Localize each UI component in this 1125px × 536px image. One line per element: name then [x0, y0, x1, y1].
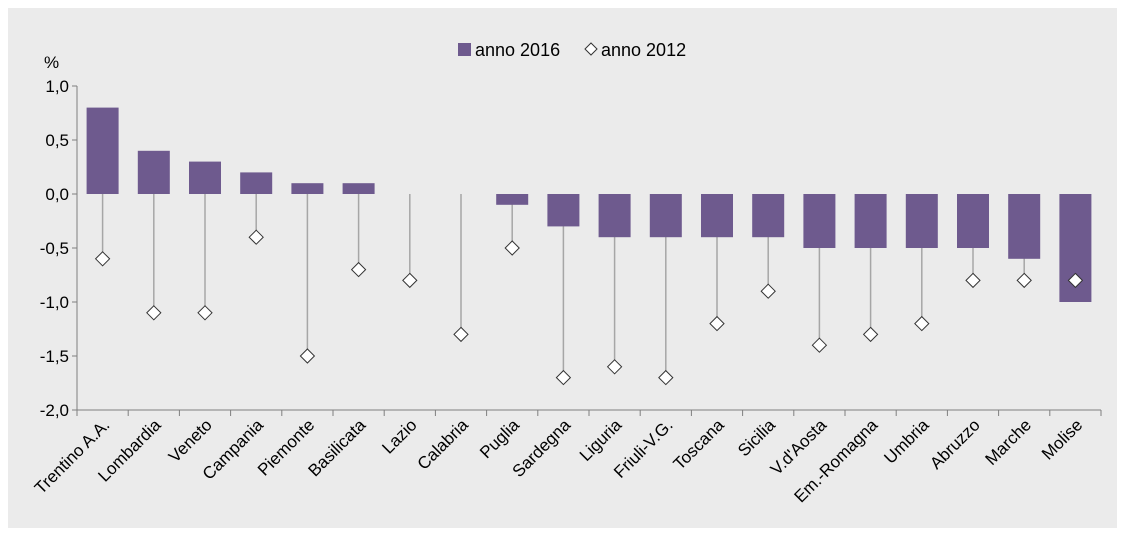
x-tick-label: Trentino A.A.: [31, 415, 113, 497]
y-tick-label: -1,5: [40, 347, 69, 366]
point-2012: [965, 272, 981, 289]
x-tick-label: Lazio: [378, 415, 420, 457]
point-2012: [555, 369, 572, 386]
y-unit-label: %: [44, 53, 59, 72]
y-tick-label: 1,0: [45, 77, 69, 96]
bars: [86, 107, 1092, 302]
bar-2016: [701, 194, 733, 238]
x-tick-label: Calabria: [414, 415, 473, 474]
y-tick-label: -2,0: [40, 401, 69, 420]
legend: anno 2016 anno 2012: [458, 40, 686, 60]
point-2012: [709, 315, 725, 332]
chart-panel: % anno 2016 anno 2012 1,0 0,5 0,0 -0,5 -1,0 -…: [8, 8, 1117, 528]
bar-2016: [547, 194, 580, 227]
legend-marker-2012: [584, 42, 598, 56]
point-2012: [1067, 272, 1084, 289]
bar-2016: [649, 194, 682, 238]
bar-2016: [496, 194, 529, 205]
point-2012: [1016, 272, 1032, 289]
x-tick-label: Basilicata: [305, 415, 370, 480]
chart: % anno 2016 anno 2012 1,0 0,5 0,0 -0,5 -1,0 -…: [31, 40, 1102, 506]
bar-2016: [854, 194, 887, 248]
bar-2016: [905, 194, 938, 248]
point-2012: [402, 272, 418, 289]
bar-2016: [86, 107, 119, 194]
point-2012: [350, 261, 367, 278]
x-tick-label: Sicilia: [734, 415, 779, 460]
point-2012: [248, 229, 264, 245]
point-2012: [811, 337, 828, 353]
axes: 1,0 0,5 0,0 -0,5 -1,0 -1,5 -2,0: [40, 77, 1102, 420]
point-2012: [862, 326, 879, 343]
bar-2016: [957, 194, 989, 248]
x-tick-label: Veneto: [165, 415, 216, 466]
x-tick-label: Puglia: [476, 415, 523, 462]
y-tick-label: -0,5: [40, 239, 69, 258]
x-tick-label: Liguria: [576, 415, 626, 465]
bar-2016: [189, 161, 221, 194]
point-2012: [760, 283, 776, 299]
x-tick-label: Marche: [982, 415, 1036, 469]
legend-label-2012: anno 2012: [601, 40, 686, 60]
bar-2016: [342, 183, 375, 194]
x-tick-label: Abruzzo: [926, 415, 984, 473]
bar-2016: [598, 194, 631, 238]
point-2012: [914, 315, 930, 332]
bar-2016: [752, 194, 785, 238]
legend-swatch-2016: [458, 43, 471, 56]
bar-2016: [291, 183, 324, 194]
bar-2016: [240, 172, 273, 194]
point-2012: [94, 251, 111, 267]
x-tick-label: Toscana: [670, 415, 729, 474]
points: [94, 229, 1084, 386]
bar-2016: [803, 194, 836, 248]
point-2012: [146, 305, 162, 321]
point-2012: [658, 369, 674, 386]
bar-2016: [1008, 194, 1041, 259]
x-tick-labels: Trentino A.A.Lombardia VenetoCampaniaPiem…: [31, 415, 1086, 506]
legend-label-2016: anno 2016: [475, 40, 560, 60]
point-2012: [299, 348, 316, 364]
y-tick-label: 0,0: [45, 185, 69, 204]
point-2012: [606, 359, 623, 375]
point-2012: [504, 240, 520, 256]
bar-2016: [137, 150, 170, 194]
y-tick-label: -1,0: [40, 293, 69, 312]
x-tick-label: Molise: [1038, 415, 1086, 463]
point-2012: [453, 326, 469, 343]
point-2012: [197, 305, 213, 321]
y-tick-label: 0,5: [45, 131, 69, 150]
